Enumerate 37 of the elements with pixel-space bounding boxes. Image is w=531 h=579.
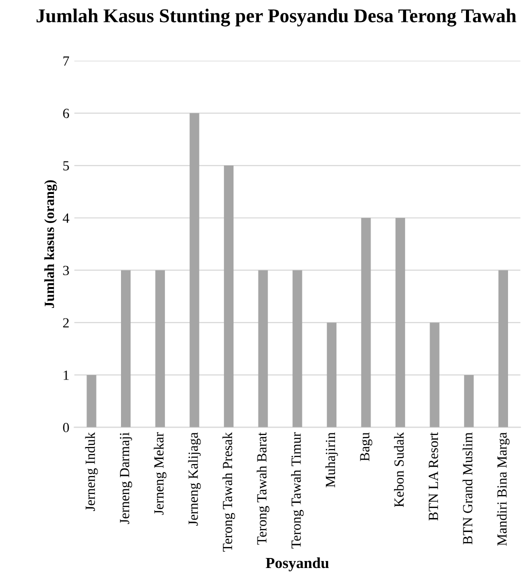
bar (190, 113, 200, 428)
bar (86, 374, 96, 428)
y-tick-label: 6 (63, 108, 70, 118)
chart-title: Jumlah Kasus Stunting per Posyandu Desa Terong Tawah (36, 8, 516, 26)
bar (121, 270, 131, 428)
bar (395, 218, 406, 428)
x-tick-label: Jerneng Darmaji (120, 432, 132, 524)
bar (155, 270, 165, 428)
y-tick-label: 3 (63, 266, 69, 276)
bar (292, 270, 302, 428)
bar (326, 322, 336, 428)
x-tick-label: Mandiri Bina Marga (496, 432, 510, 546)
y-axis-title: Jumlah kasus (orang) (44, 180, 57, 308)
bar (258, 270, 268, 428)
x-tick-label: Jerneng Induk (85, 432, 98, 511)
x-tick-label: BTN LA Resort (428, 432, 438, 520)
x-tick-label: Terong Tawah Presak (222, 432, 236, 552)
bar (498, 270, 508, 428)
bar (224, 166, 234, 428)
x-tick-label: Muhajirin (325, 432, 338, 488)
x-axis-title: Posyandu (266, 557, 329, 572)
y-tick-label: 1 (64, 370, 69, 380)
x-tick-label: Bagu (360, 432, 372, 462)
y-tick-label: 4 (62, 214, 70, 223)
x-tick-label: Terong Tawah Barat (256, 432, 270, 545)
y-tick-label: 0 (63, 422, 69, 432)
x-tick-label: Jerneng Mekar (154, 432, 166, 515)
x-tick-label: BTN Grand Muslim (462, 432, 472, 544)
x-tick-label: Kebon Sudak (394, 432, 404, 507)
y-tick-label: 2 (63, 318, 69, 328)
x-tick-label: Jerneng Kalijaga (188, 432, 201, 526)
bar (464, 374, 474, 428)
x-tick-label: Terong Tawah Timur (291, 432, 304, 549)
y-tick-label: 5 (63, 161, 69, 170)
bar (361, 218, 371, 428)
y-tick-label: 7 (63, 56, 70, 66)
bar (430, 322, 440, 428)
